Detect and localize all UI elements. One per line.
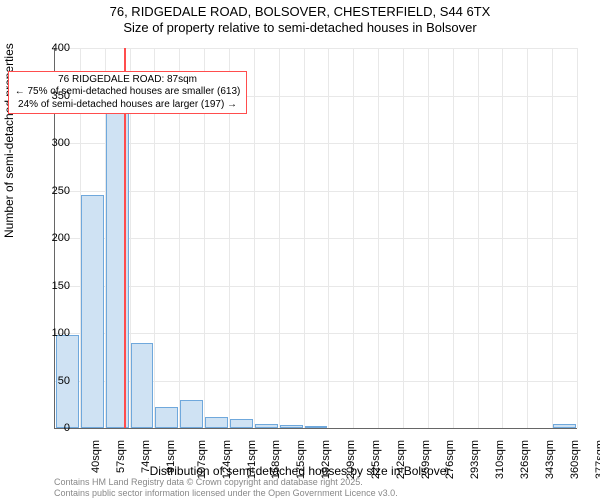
callout-line-1: 76 RIDGEDALE ROAD: 87sqm (15, 74, 241, 87)
gridline-v (453, 48, 454, 428)
histogram-bar (205, 417, 228, 428)
gridline-v (577, 48, 578, 428)
gridline-h (55, 238, 577, 239)
gridline-v (527, 48, 528, 428)
x-tick-label: 175sqm (295, 440, 307, 479)
y-tick-label: 250 (30, 185, 70, 197)
chart-container: 76, RIDGEDALE ROAD, BOLSOVER, CHESTERFIE… (0, 0, 600, 500)
gridline-v (328, 48, 329, 428)
gridline-v (254, 48, 255, 428)
histogram-bar (255, 424, 278, 428)
gridline-v (378, 48, 379, 428)
x-tick-label: 124sqm (221, 440, 233, 479)
gridline-v (403, 48, 404, 428)
gridline-h (55, 191, 577, 192)
gridline-h (55, 48, 577, 49)
gridline-h (55, 333, 577, 334)
y-tick-label: 300 (30, 137, 70, 149)
histogram-bar (305, 426, 328, 428)
gridline-v (304, 48, 305, 428)
x-tick-label: 91sqm (165, 440, 177, 473)
x-tick-label: 74sqm (140, 440, 152, 473)
histogram-bar (81, 195, 104, 428)
gridline-v (478, 48, 479, 428)
y-tick-label: 100 (30, 327, 70, 339)
chart-title: 76, RIDGEDALE ROAD, BOLSOVER, CHESTERFIE… (0, 4, 600, 37)
gridline-v (552, 48, 553, 428)
x-tick-label: 209sqm (345, 440, 357, 479)
footnote: Contains HM Land Registry data © Crown c… (54, 477, 398, 498)
histogram-bar (131, 343, 154, 429)
x-tick-label: 57sqm (115, 440, 127, 473)
y-tick-label: 50 (30, 375, 70, 387)
y-tick-label: 350 (30, 90, 70, 102)
x-tick-label: 326sqm (519, 440, 531, 479)
x-tick-label: 377sqm (594, 440, 600, 479)
gridline-v (279, 48, 280, 428)
title-line-2: Size of property relative to semi-detach… (0, 20, 600, 36)
x-tick-label: 141sqm (246, 440, 258, 479)
x-tick-label: 158sqm (271, 440, 283, 479)
histogram-bar (553, 424, 576, 428)
x-tick-label: 40sqm (90, 440, 102, 473)
histogram-bar (280, 425, 303, 428)
y-tick-label: 400 (30, 42, 70, 54)
x-tick-label: 343sqm (544, 440, 556, 479)
y-tick-label: 200 (30, 232, 70, 244)
x-tick-label: 360sqm (569, 440, 581, 479)
histogram-bar (230, 419, 253, 429)
x-tick-label: 242sqm (395, 440, 407, 479)
x-tick-label: 310sqm (494, 440, 506, 479)
gridline-v (428, 48, 429, 428)
gridline-v (502, 48, 503, 428)
gridline-h (55, 286, 577, 287)
histogram-bar (180, 400, 203, 429)
gridline-v (353, 48, 354, 428)
x-tick-label: 276sqm (445, 440, 457, 479)
x-tick-label: 259sqm (420, 440, 432, 479)
histogram-bar (155, 407, 178, 428)
x-tick-label: 293sqm (469, 440, 481, 479)
y-tick-label: 0 (30, 422, 70, 434)
x-tick-label: 225sqm (370, 440, 382, 479)
footnote-line-2: Contains public sector information licen… (54, 488, 398, 498)
title-line-1: 76, RIDGEDALE ROAD, BOLSOVER, CHESTERFIE… (110, 4, 491, 19)
gridline-h (55, 143, 577, 144)
y-tick-label: 150 (30, 280, 70, 292)
x-tick-label: 107sqm (196, 440, 208, 479)
x-tick-label: 192sqm (320, 440, 332, 479)
